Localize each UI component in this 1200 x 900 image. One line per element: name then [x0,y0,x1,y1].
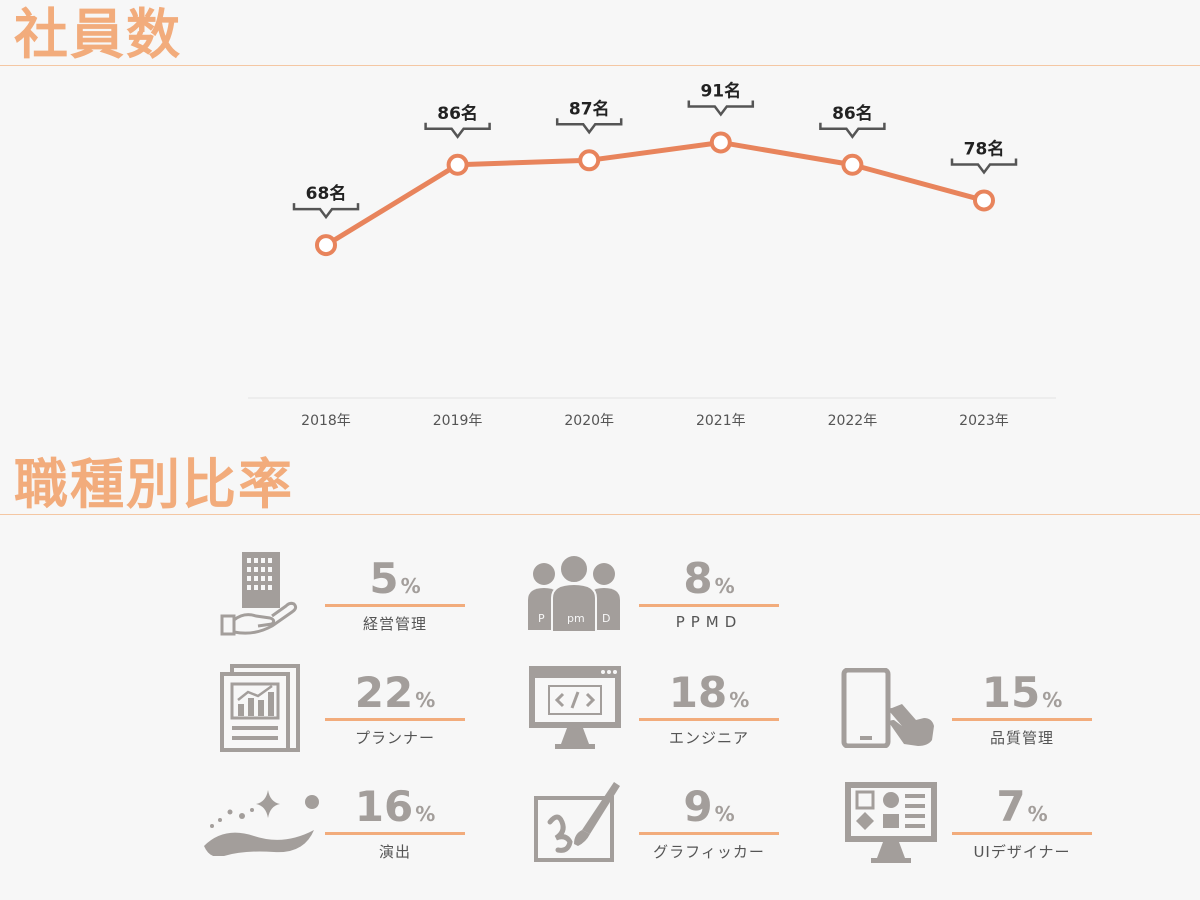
data-label: 78名 [964,138,1005,159]
tablet-touch-icon [838,668,938,748]
stat-underline [325,604,465,607]
svg-text:pm: pm [567,612,585,625]
x-tick-label: 2018年 [301,413,351,429]
data-point [973,189,995,212]
sparkle-wave-icon [202,784,322,856]
stat-value: 18 [668,668,728,717]
data-point [315,234,337,257]
stat-label: PPMD [675,613,743,631]
stat-unit: % [1027,802,1048,826]
stat-unit: % [714,802,735,826]
x-tick-label: 2021年 [696,413,746,429]
stat-management: 5% 経営管理 [325,556,465,634]
document-chart-icon [218,662,302,754]
ratio-divider [0,514,1200,515]
data-label-bracket [424,122,491,139]
stat-ppmd: 8% PPMD [639,556,779,631]
data-label: 91名 [700,80,741,101]
svg-text:P: P [538,612,545,625]
team-icon: P pm D [526,552,622,632]
data-label: 86名 [832,103,873,124]
data-point [841,153,864,176]
data-label: 87名 [569,98,610,119]
stat-unit: % [729,688,750,712]
data-point [709,131,732,154]
stat-underline [325,718,465,721]
data-label-bracket [950,158,1018,175]
stat-label: グラフィッカー [653,843,765,861]
data-label-bracket [292,203,360,220]
data-label-bracket [555,118,623,135]
stat-engineer: 18% エンジニア [639,670,779,748]
stat-label: UIデザイナー [973,843,1071,861]
code-monitor-icon [527,664,623,752]
stat-planner: 22% プランナー [325,670,465,748]
stat-label: エンジニア [668,729,749,747]
data-label: 68名 [306,183,347,204]
stat-value: 16 [354,782,414,831]
x-tick-label: 2023年 [959,413,1009,429]
stat-label: プランナー [354,729,435,747]
x-tick-label: 2020年 [564,413,614,429]
stat-ui-designer: 7% UIデザイナー [952,784,1092,862]
title-divider [0,65,1200,66]
stat-label: 品質管理 [989,729,1054,747]
data-point [578,149,601,172]
stat-unit: % [1042,688,1063,712]
employee-line-chart: 68名 2018年 86名 2019年 87名 2020年 91名 2021年 86名 2022年… [248,80,1056,429]
stat-underline [952,718,1092,721]
stat-value: 7 [996,782,1026,831]
stat-unit: % [415,688,436,712]
stat-underline [639,604,779,607]
stat-unit: % [400,574,421,598]
stat-underline [325,832,465,835]
data-point [446,153,469,176]
stat-value: 8 [683,554,713,603]
stat-direction: 16% 演出 [325,784,465,862]
paint-brush-icon [532,778,622,868]
stat-value: 15 [981,668,1041,717]
data-label-bracket [687,100,755,117]
stat-value: 9 [683,782,713,831]
stat-underline [639,832,779,835]
ratio-title: 職種別比率 [14,453,294,516]
data-label-bracket [819,122,886,139]
data-label: 86名 [437,103,478,124]
x-tick-label: 2022年 [828,413,878,429]
stat-unit: % [415,802,436,826]
x-tick-label: 2019年 [433,413,483,429]
stat-underline [952,832,1092,835]
stat-graphics: 9% グラフィッカー [639,784,779,862]
svg-text:D: D [602,612,610,625]
stat-label: 演出 [378,843,411,861]
building-hand-icon [218,548,302,638]
stat-value: 22 [354,668,414,717]
stat-qa: 15% 品質管理 [952,670,1092,748]
series-line [324,139,985,248]
employees-title: 社員数 [14,3,182,66]
stat-underline [639,718,779,721]
stat-unit: % [714,574,735,598]
ui-monitor-icon [843,780,939,866]
stat-label: 経営管理 [362,615,427,633]
stat-value: 5 [369,554,399,603]
